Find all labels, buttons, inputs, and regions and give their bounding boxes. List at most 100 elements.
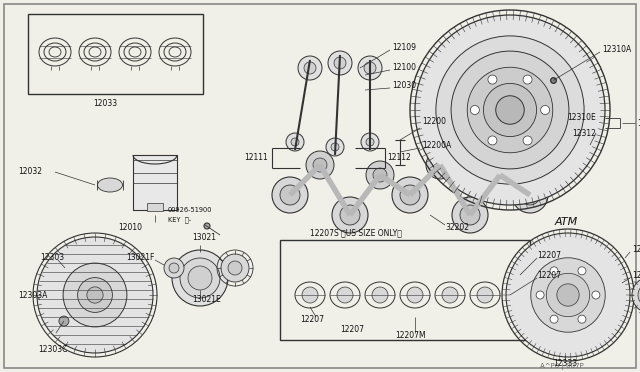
Circle shape bbox=[452, 197, 488, 233]
Circle shape bbox=[523, 136, 532, 145]
Circle shape bbox=[332, 197, 368, 233]
Text: 12312: 12312 bbox=[572, 128, 596, 138]
Circle shape bbox=[460, 205, 480, 225]
Text: 12330: 12330 bbox=[632, 246, 640, 254]
Circle shape bbox=[164, 258, 184, 278]
Circle shape bbox=[426, 151, 454, 179]
Circle shape bbox=[488, 136, 497, 145]
Circle shape bbox=[228, 261, 242, 275]
Text: 12303: 12303 bbox=[40, 253, 64, 263]
Text: ATM: ATM bbox=[555, 217, 579, 227]
Circle shape bbox=[488, 75, 497, 84]
Circle shape bbox=[373, 168, 387, 182]
Circle shape bbox=[531, 258, 605, 332]
Circle shape bbox=[172, 250, 228, 306]
Circle shape bbox=[331, 143, 339, 151]
Text: 00926-51900: 00926-51900 bbox=[168, 207, 212, 213]
Circle shape bbox=[470, 106, 479, 115]
Circle shape bbox=[313, 158, 327, 172]
Text: 12207: 12207 bbox=[300, 315, 324, 324]
Circle shape bbox=[361, 133, 379, 151]
Text: 12310E: 12310E bbox=[567, 113, 596, 122]
Text: 12109: 12109 bbox=[392, 44, 416, 52]
Circle shape bbox=[442, 287, 458, 303]
Circle shape bbox=[592, 291, 600, 299]
Circle shape bbox=[578, 315, 586, 323]
Text: 12207M: 12207M bbox=[395, 331, 426, 340]
Bar bbox=[280, 240, 530, 340]
Text: 12200: 12200 bbox=[422, 118, 446, 126]
Bar bbox=[28, 14, 203, 94]
Text: 12303C: 12303C bbox=[38, 346, 67, 355]
Circle shape bbox=[188, 266, 212, 290]
Text: 32202: 32202 bbox=[445, 224, 469, 232]
Circle shape bbox=[328, 51, 352, 75]
Circle shape bbox=[496, 96, 524, 124]
Circle shape bbox=[59, 316, 69, 326]
Text: 12303A: 12303A bbox=[18, 291, 47, 299]
Text: 12207: 12207 bbox=[537, 270, 561, 279]
Circle shape bbox=[326, 138, 344, 156]
Circle shape bbox=[451, 51, 569, 169]
Text: 12112: 12112 bbox=[387, 154, 411, 163]
Circle shape bbox=[366, 161, 394, 189]
Circle shape bbox=[302, 287, 318, 303]
Text: 12032: 12032 bbox=[18, 167, 42, 176]
Circle shape bbox=[550, 267, 558, 275]
Circle shape bbox=[506, 233, 630, 357]
Circle shape bbox=[204, 223, 210, 229]
Circle shape bbox=[557, 284, 579, 306]
Circle shape bbox=[578, 267, 586, 275]
Text: 12207: 12207 bbox=[537, 250, 561, 260]
Circle shape bbox=[520, 185, 540, 205]
Text: 12033: 12033 bbox=[93, 99, 117, 108]
Circle shape bbox=[493, 168, 507, 182]
Circle shape bbox=[366, 138, 374, 146]
Circle shape bbox=[407, 287, 423, 303]
Circle shape bbox=[358, 56, 382, 80]
Circle shape bbox=[364, 62, 376, 74]
Circle shape bbox=[286, 133, 304, 151]
Circle shape bbox=[536, 291, 544, 299]
Circle shape bbox=[87, 287, 103, 303]
Circle shape bbox=[291, 138, 299, 146]
Circle shape bbox=[547, 273, 589, 317]
Text: 12030: 12030 bbox=[392, 81, 416, 90]
Text: A^P0 | 007P: A^P0 | 007P bbox=[540, 362, 584, 369]
Circle shape bbox=[433, 158, 447, 172]
Circle shape bbox=[280, 185, 300, 205]
Circle shape bbox=[169, 263, 179, 273]
Text: 12333: 12333 bbox=[553, 359, 577, 368]
Text: 13021E: 13021E bbox=[192, 295, 221, 305]
Text: 12010: 12010 bbox=[118, 224, 142, 232]
Ellipse shape bbox=[97, 178, 122, 192]
Circle shape bbox=[37, 237, 153, 353]
Circle shape bbox=[638, 283, 640, 307]
Text: 12310A: 12310A bbox=[602, 45, 631, 55]
Circle shape bbox=[340, 205, 360, 225]
Circle shape bbox=[415, 15, 605, 205]
Circle shape bbox=[486, 161, 514, 189]
Circle shape bbox=[221, 254, 249, 282]
Circle shape bbox=[392, 177, 428, 213]
Text: KEY  キ-: KEY キ- bbox=[168, 217, 191, 223]
Circle shape bbox=[632, 277, 640, 313]
Circle shape bbox=[477, 287, 493, 303]
Circle shape bbox=[541, 106, 550, 115]
Circle shape bbox=[337, 287, 353, 303]
Circle shape bbox=[334, 57, 346, 69]
Circle shape bbox=[467, 67, 553, 153]
Circle shape bbox=[272, 177, 308, 213]
Text: 12207: 12207 bbox=[340, 326, 364, 334]
Circle shape bbox=[512, 177, 548, 213]
Circle shape bbox=[436, 36, 584, 184]
Text: 12100: 12100 bbox=[392, 64, 416, 73]
Circle shape bbox=[180, 258, 220, 298]
Text: 12331: 12331 bbox=[632, 272, 640, 280]
Circle shape bbox=[63, 263, 127, 327]
Bar bbox=[147, 203, 163, 211]
Circle shape bbox=[372, 287, 388, 303]
Circle shape bbox=[483, 83, 536, 137]
Text: 13021: 13021 bbox=[192, 234, 216, 243]
Text: 12111: 12111 bbox=[244, 154, 268, 163]
